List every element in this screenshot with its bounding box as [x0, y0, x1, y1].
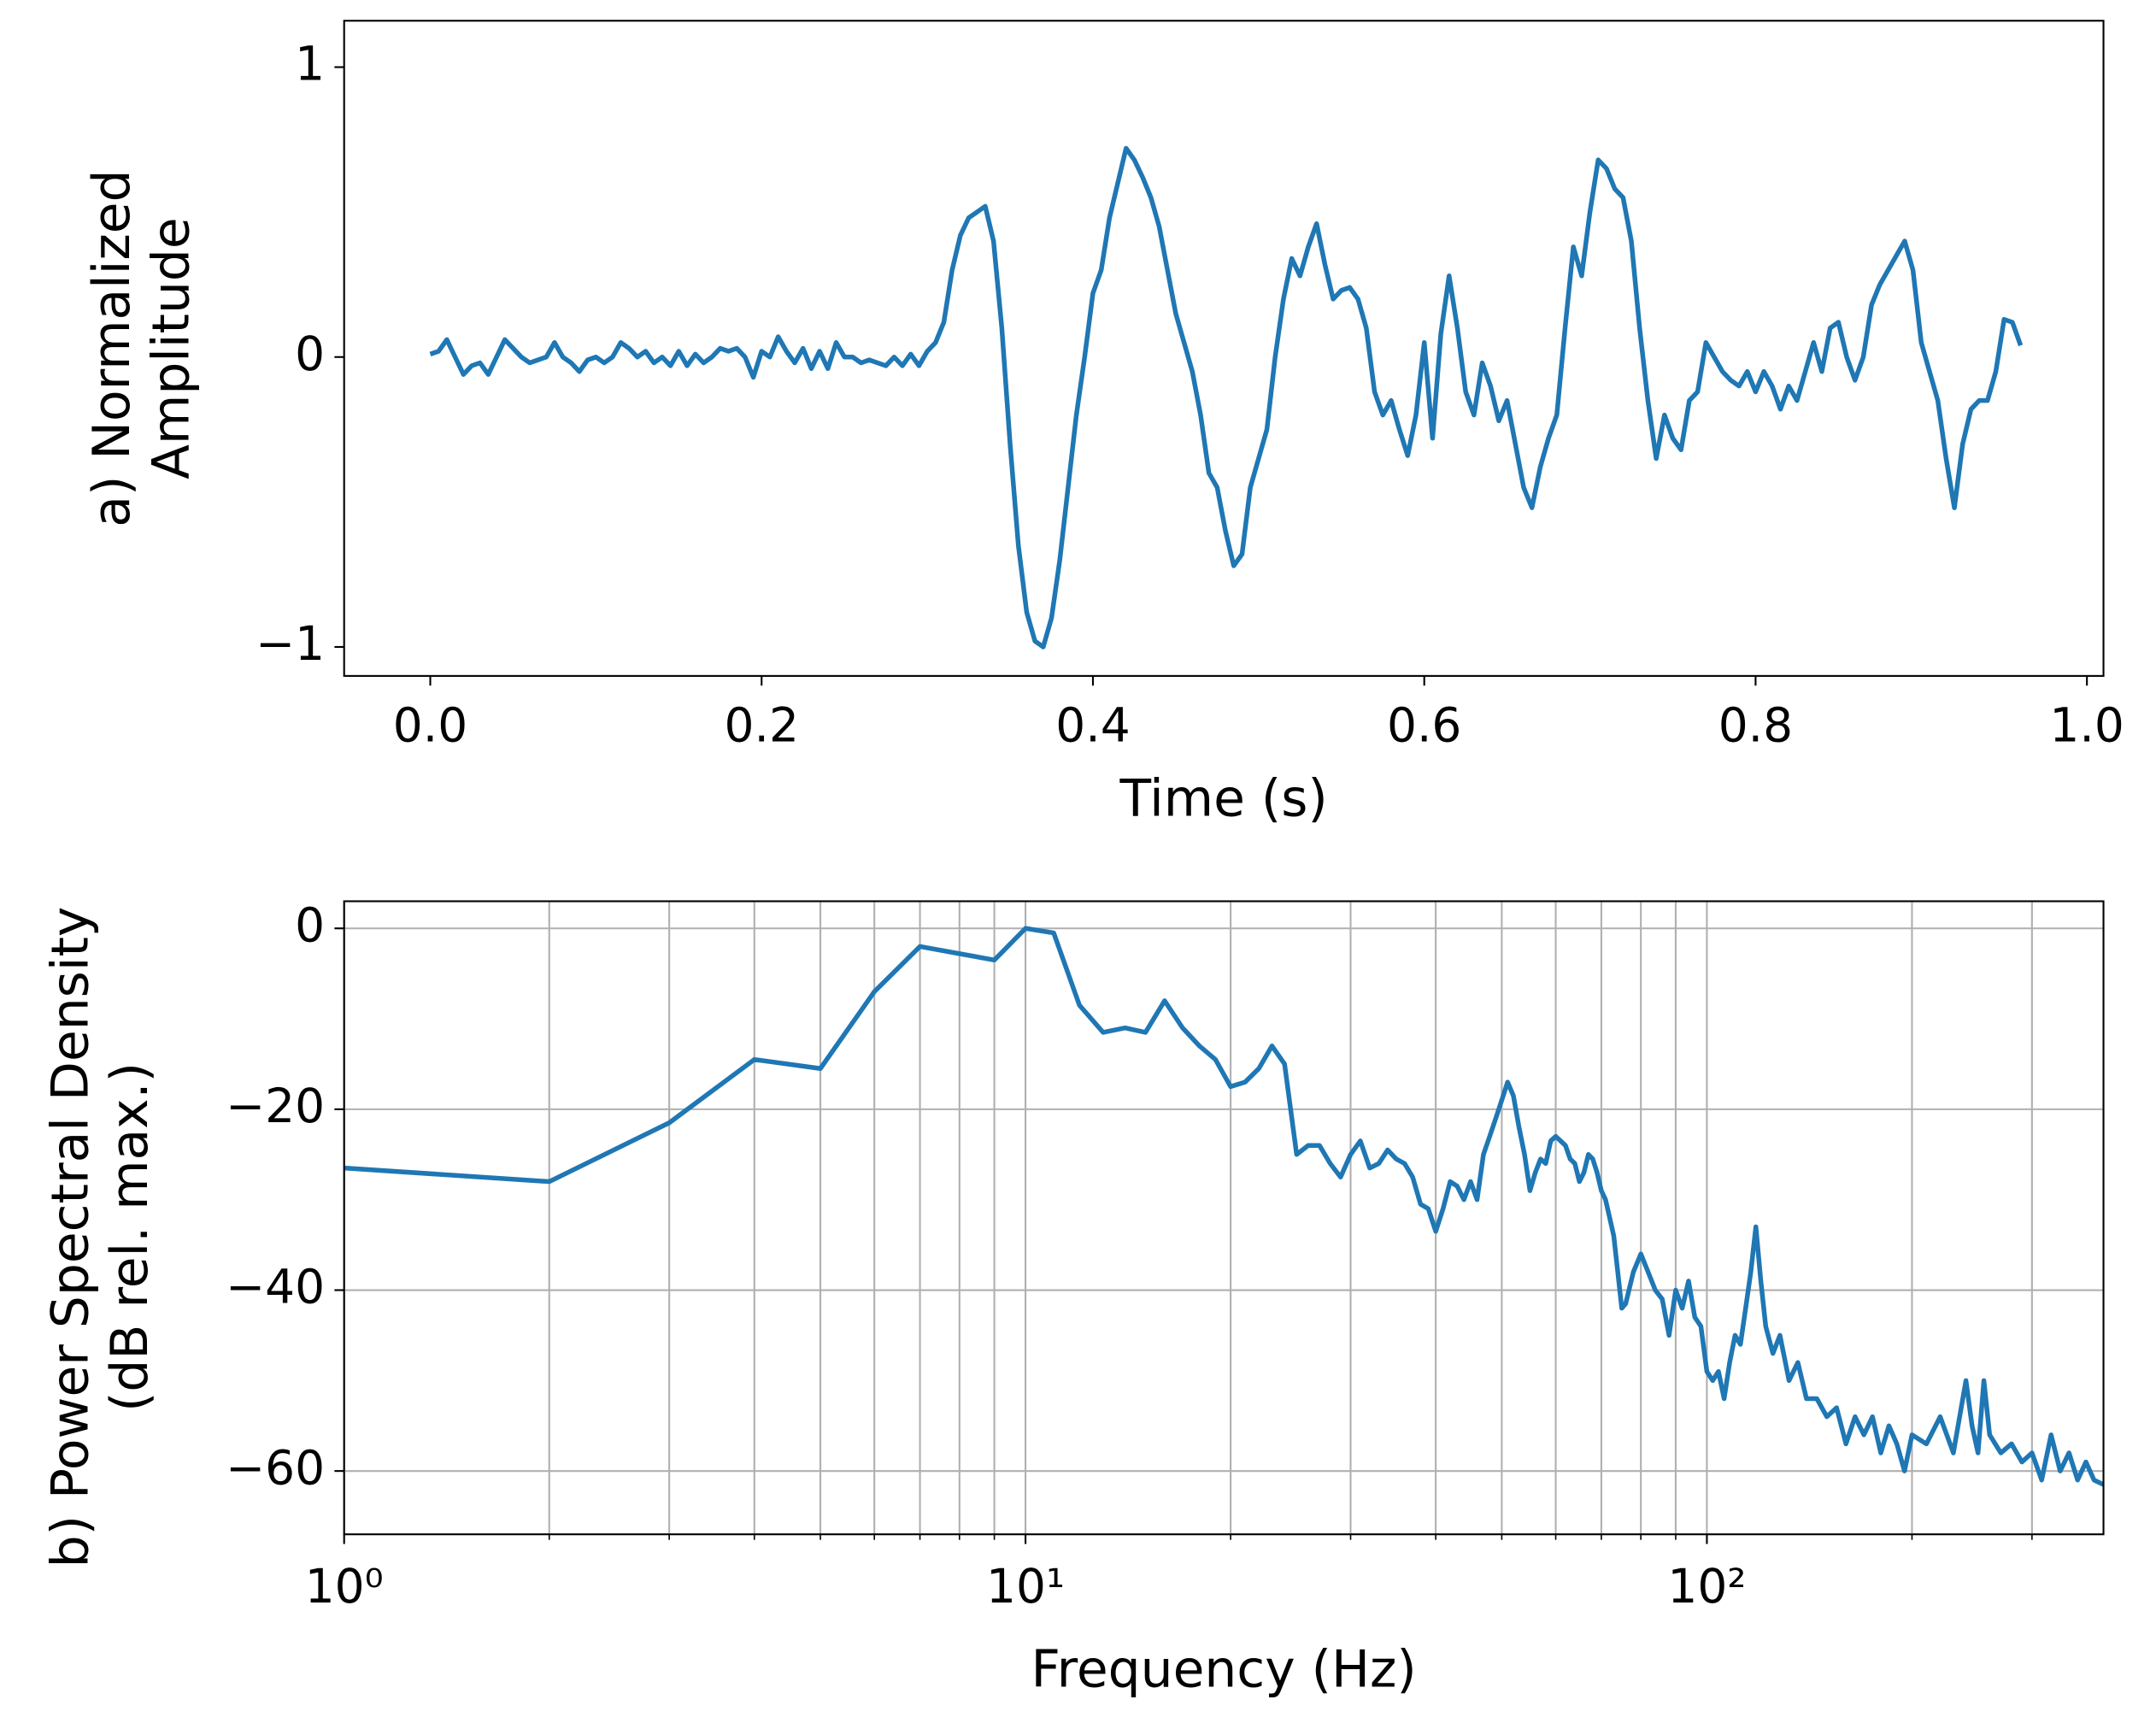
x-tick-label: 0.0	[393, 697, 467, 752]
axes-frame	[343, 900, 2105, 1536]
y-tick-label: −60	[226, 1440, 325, 1495]
x-tick-label: 10¹	[986, 1559, 1065, 1614]
y-tick-label: 0	[295, 897, 325, 952]
data-line	[429, 145, 2024, 650]
x-tick-label: 0.6	[1387, 697, 1461, 752]
data-line	[344, 926, 2104, 1487]
x-tick-label: 1.0	[2049, 697, 2124, 752]
axes-frame	[343, 20, 2105, 677]
x-tick-label: 10²	[1667, 1559, 1746, 1614]
x-tick-label: 0.8	[1718, 697, 1793, 752]
y-tick-label: 1	[295, 37, 325, 91]
y-tick-label: −20	[226, 1079, 325, 1133]
axes: 10⁰ 10¹ 10² 0 −20 −40 −60 Frequency (Hz) b) Powe…	[40, 897, 2105, 1700]
x-axis-label: Frequency (Hz)	[1031, 1640, 1417, 1700]
x-tick-label: 10⁰	[305, 1559, 384, 1614]
plot-area	[429, 145, 2024, 650]
y-tick-label: 0	[295, 326, 325, 381]
y-axis-label: a) Normalized	[82, 169, 142, 526]
plot-area	[344, 926, 2104, 1487]
y-tick-label: −1	[256, 616, 325, 671]
y-axis-label: Amplitude	[141, 217, 201, 479]
y-tick-label: −40	[226, 1260, 325, 1314]
x-tick-label: 0.2	[725, 697, 799, 752]
x-tick-label: 0.4	[1055, 697, 1130, 752]
y-axis-label: (dB rel. max.)	[100, 1062, 160, 1412]
y-axis-label: b) Power Spectral Density	[40, 907, 100, 1568]
x-axis-label: Time (s)	[1119, 769, 1327, 829]
axes: 0.0 0.2 0.4 0.6 0.8 1.0 −1 0 1 Time (s) a) Normali…	[82, 20, 2124, 829]
